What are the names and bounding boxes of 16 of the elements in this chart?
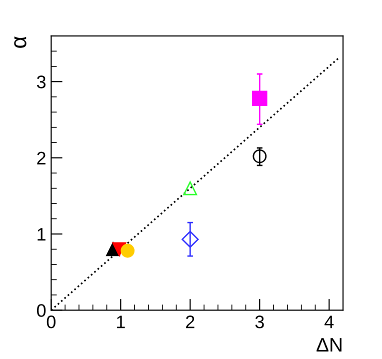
y-tick-label: 1 [38,228,46,241]
x-tick-label: 2 [186,316,194,328]
point [252,90,268,106]
x-tick-label: 3 [255,316,264,328]
y-axis-title: α [14,36,26,48]
x-tick-label: 1 [117,316,125,328]
y-tick-label: 2 [37,152,46,164]
point [120,244,135,258]
y-tick-label: 3 [36,76,46,88]
x-tick-label: 0 [46,316,56,328]
y-tick-label: 0 [36,304,46,317]
x-tick-label: 4 [324,316,334,328]
x-axis-title: ΔN [316,338,342,352]
point [183,181,198,196]
point [182,230,199,248]
point [252,149,267,164]
